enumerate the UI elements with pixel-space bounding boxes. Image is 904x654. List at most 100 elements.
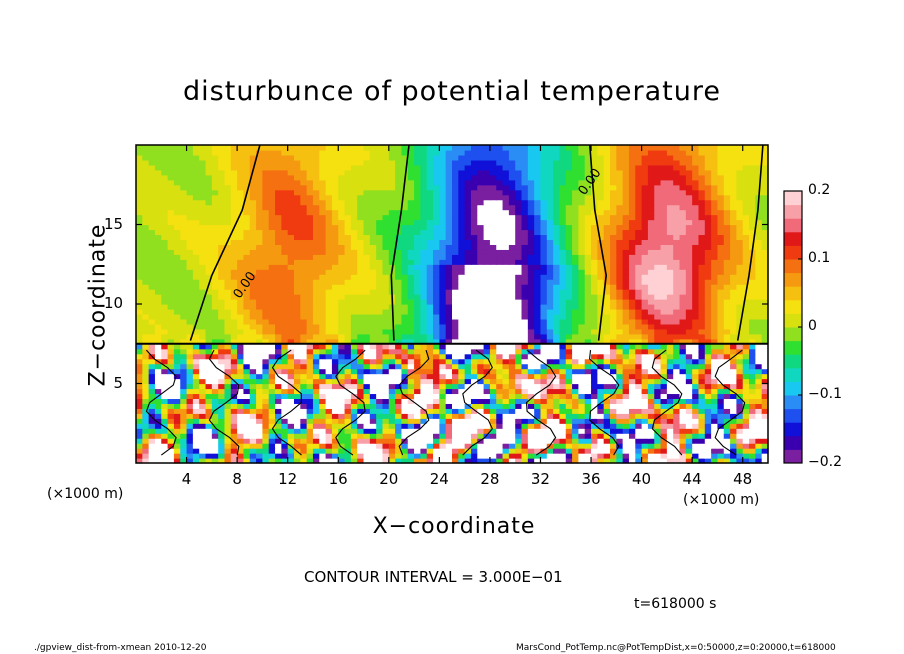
heatmap-cell [711, 333, 719, 340]
heatmap-cell [281, 358, 289, 365]
heatmap-cell [508, 244, 516, 250]
heatmap-cell [603, 373, 611, 380]
heatmap-cell [717, 403, 725, 409]
heatmap-cell [559, 239, 567, 245]
heatmap-cell [641, 239, 649, 245]
heatmap-cell [470, 323, 478, 330]
heatmap-cell [211, 318, 219, 325]
heatmap-cell [452, 383, 459, 390]
heatmap-cell [565, 338, 573, 345]
heatmap-cell [142, 299, 150, 305]
heatmap-cell [224, 299, 232, 305]
heatmap-cell [591, 313, 598, 320]
heatmap-cell [262, 333, 270, 340]
heatmap-cell [331, 403, 339, 409]
heatmap-cell [287, 388, 295, 395]
heatmap-cell [376, 448, 384, 454]
heatmap-cell [363, 294, 371, 300]
heatmap-cell [186, 304, 194, 310]
heatmap-cell [679, 284, 687, 290]
heatmap-cell [306, 413, 314, 419]
heatmap-cell [654, 393, 662, 400]
heatmap-cell [148, 358, 156, 365]
heatmap-cell [173, 224, 181, 231]
heatmap-cell [319, 363, 327, 370]
heatmap-cell [610, 249, 617, 255]
heatmap-cell [540, 383, 548, 390]
heatmap-cell [281, 279, 289, 285]
heatmap-cell [433, 318, 440, 325]
heatmap-cell [363, 333, 371, 340]
heatmap-cell [666, 323, 674, 330]
heatmap-cell [294, 348, 301, 355]
heatmap-cell [173, 458, 181, 464]
heatmap-cell [186, 328, 194, 335]
heatmap-cell [540, 443, 548, 449]
heatmap-cell [616, 333, 624, 340]
heatmap-cell [407, 254, 415, 260]
heatmap-cell [275, 323, 282, 330]
heatmap-cell [148, 418, 156, 424]
heatmap-cell [717, 249, 725, 255]
heatmap-cell [294, 398, 301, 404]
heatmap-cell [338, 408, 346, 414]
heatmap-cell [249, 388, 257, 395]
heatmap-cell [211, 259, 219, 265]
heatmap-cell [452, 358, 459, 365]
heatmap-cell [338, 343, 346, 350]
heatmap-cell [647, 373, 655, 380]
heatmap-cell [685, 383, 693, 390]
heatmap-cell [692, 433, 700, 439]
heatmap-cell [243, 433, 251, 439]
heatmap-cell [723, 224, 731, 231]
heatmap-cell [148, 343, 156, 350]
heatmap-cell [736, 453, 744, 459]
heatmap-cell [180, 393, 188, 400]
heatmap-cell [489, 299, 497, 305]
heatmap-cell [711, 289, 719, 295]
heatmap-cell [622, 363, 630, 370]
heatmap-cell [224, 323, 232, 330]
heatmap-cell [496, 338, 504, 345]
heatmap-cell [742, 388, 750, 395]
heatmap-cell [357, 274, 365, 280]
heatmap-cell [407, 363, 415, 370]
heatmap-cell [527, 378, 535, 385]
footer-right: MarsCond_PotTemp.nc@PotTempDist,x=0:5000… [516, 643, 836, 653]
heatmap-cell [635, 333, 643, 340]
heatmap-cell [508, 363, 516, 370]
heatmap-cell [717, 328, 725, 335]
heatmap-cell [692, 338, 700, 345]
heatmap-cell [180, 368, 188, 375]
heatmap-cell [749, 438, 756, 444]
heatmap-cell [698, 239, 706, 245]
heatmap-cell [553, 378, 561, 385]
heatmap-cell [666, 353, 674, 360]
heatmap-cell [154, 363, 162, 370]
heatmap-cell [628, 408, 636, 414]
heatmap-cell [704, 274, 712, 280]
heatmap-cell [502, 418, 510, 424]
heatmap-cell [148, 443, 156, 449]
heatmap-cell [363, 323, 371, 330]
heatmap-cell [433, 343, 440, 350]
heatmap-cell [433, 249, 440, 255]
heatmap-cell [211, 289, 219, 295]
heatmap-cell [616, 214, 624, 221]
heatmap-cell [407, 373, 415, 380]
heatmap-cell [508, 448, 516, 454]
heatmap-cell [426, 448, 434, 454]
heatmap-cell [458, 284, 466, 290]
heatmap-cell [736, 289, 744, 295]
heatmap-cell [673, 259, 681, 265]
heatmap-cell [679, 313, 687, 320]
heatmap-cell [540, 338, 548, 345]
heatmap-cell [268, 358, 276, 365]
heatmap-cell [742, 313, 750, 320]
heatmap-cell [388, 318, 396, 325]
heatmap-cell [262, 219, 270, 226]
heatmap-cell [704, 323, 712, 330]
heatmap-cell [742, 224, 750, 231]
heatmap-cell [673, 224, 681, 231]
heatmap-cell [357, 458, 365, 464]
